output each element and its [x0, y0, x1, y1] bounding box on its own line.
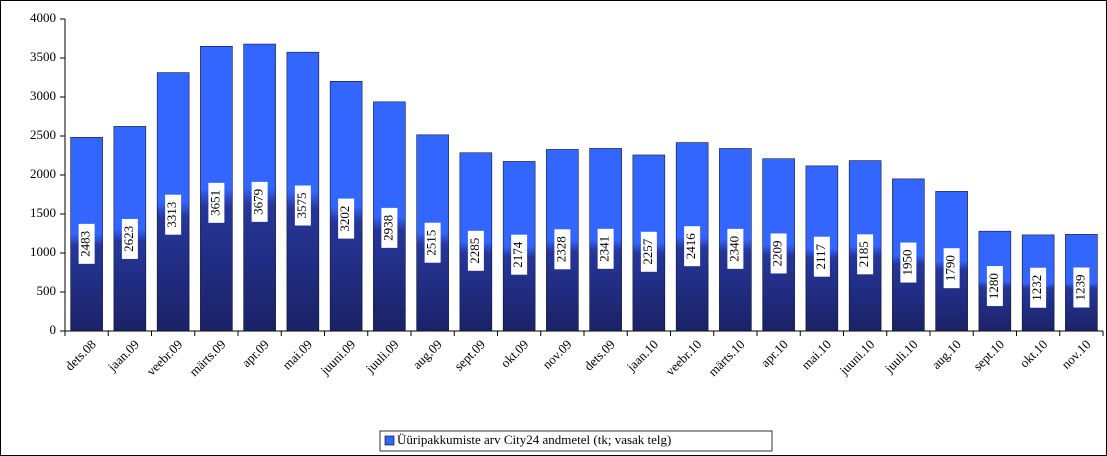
- x-tick-label: jaan.09: [104, 337, 142, 375]
- y-tick-label: 2000: [30, 166, 56, 181]
- value-label: 1239: [1072, 275, 1087, 301]
- legend-swatch: [384, 435, 395, 446]
- value-label: 2328: [553, 236, 568, 262]
- value-label: 2174: [510, 241, 525, 268]
- value-label: 1280: [986, 273, 1001, 299]
- legend-frame: [379, 430, 773, 452]
- value-label-box: [770, 233, 787, 274]
- x-tick-label: dets.08: [62, 337, 99, 374]
- x-tick-label: märts.09: [186, 337, 229, 380]
- x-tick-label: jaan.10: [623, 337, 661, 375]
- y-tick-label: 3500: [30, 49, 56, 64]
- value-label-box: [294, 185, 311, 226]
- value-label-box: [1073, 267, 1090, 308]
- y-tick-label: 1500: [30, 205, 56, 220]
- legend-label: Üüripakkumiste arv City24 andmetel (tk; …: [397, 432, 671, 447]
- value-label-box: [121, 218, 138, 259]
- value-label: 2483: [78, 231, 93, 257]
- value-label-box: [727, 228, 744, 269]
- x-tick-label: juuni.09: [317, 337, 359, 379]
- y-tick-label: 500: [37, 283, 57, 298]
- x-tick-label: juuli.10: [881, 337, 921, 377]
- x-tick-label: dets.09: [581, 337, 618, 374]
- y-tick-label: 0: [50, 322, 57, 337]
- x-tick-label: sept.09: [451, 337, 488, 374]
- value-label-box: [467, 230, 484, 271]
- x-tick-label: mai.10: [798, 337, 834, 373]
- value-label-box: [1030, 267, 1047, 308]
- value-label: 3575: [294, 193, 309, 219]
- x-tick-label: okt.09: [498, 337, 532, 371]
- value-label-box: [424, 222, 441, 263]
- value-label: 3651: [207, 190, 222, 216]
- value-label: 2185: [856, 241, 871, 267]
- x-tick-label: veebr.09: [143, 337, 185, 379]
- value-label: 2117: [813, 243, 828, 269]
- value-label-box: [986, 266, 1003, 307]
- x-tick-label: sept.10: [970, 337, 1007, 374]
- value-label-box: [597, 228, 614, 269]
- x-tick-label: juuli.09: [362, 337, 402, 377]
- value-label-box: [208, 182, 225, 223]
- x-tick-label: nov.10: [1058, 337, 1093, 372]
- x-tick-label: aug.10: [928, 337, 963, 372]
- y-tick-label: 4000: [30, 10, 56, 25]
- value-label-box: [943, 248, 960, 289]
- x-tick-label: juuni.10: [836, 337, 878, 379]
- bar: [719, 148, 752, 332]
- x-tick-label: okt.10: [1017, 337, 1051, 371]
- value-label: 1950: [899, 250, 914, 276]
- value-label-box: [78, 223, 95, 264]
- value-label-box: [338, 198, 355, 239]
- value-label-box: [251, 181, 268, 222]
- value-label: 2623: [121, 226, 136, 252]
- value-label-box: [640, 231, 657, 272]
- y-tick-label: 1000: [30, 244, 56, 259]
- value-label: 3202: [337, 206, 352, 232]
- value-label: 2209: [770, 240, 785, 266]
- value-label: 2257: [640, 238, 655, 265]
- value-label: 2340: [726, 236, 741, 262]
- value-label: 3679: [251, 189, 266, 215]
- value-label: 2341: [597, 236, 612, 262]
- x-tick-label: veebr.10: [662, 337, 704, 379]
- value-label: 3313: [164, 202, 179, 228]
- value-label-box: [900, 242, 917, 283]
- value-label: 2515: [424, 230, 439, 256]
- x-tick-label: nov.09: [539, 337, 574, 372]
- value-label-box: [554, 229, 571, 270]
- value-label: 1232: [1029, 275, 1044, 301]
- value-label-box: [813, 236, 830, 277]
- y-tick-label: 2500: [30, 127, 56, 142]
- x-tick-label: aug.09: [409, 337, 444, 372]
- value-label-box: [381, 207, 398, 248]
- value-label-box: [857, 234, 874, 275]
- value-label: 2938: [380, 215, 395, 241]
- x-tick-label: apr.09: [239, 337, 272, 370]
- value-label: 2416: [683, 233, 698, 260]
- value-label-box: [511, 234, 528, 275]
- x-tick-label: märts.10: [705, 337, 748, 380]
- y-tick-label: 3000: [30, 88, 56, 103]
- x-tick-label: apr.10: [758, 337, 791, 370]
- x-tick-label: mai.09: [279, 337, 315, 373]
- value-label-box: [684, 226, 701, 267]
- value-label-box: [165, 194, 182, 235]
- value-label: 1790: [943, 255, 958, 281]
- legend: Üüripakkumiste arv City24 andmetel (tk; …: [379, 430, 773, 452]
- value-label: 2285: [467, 238, 482, 264]
